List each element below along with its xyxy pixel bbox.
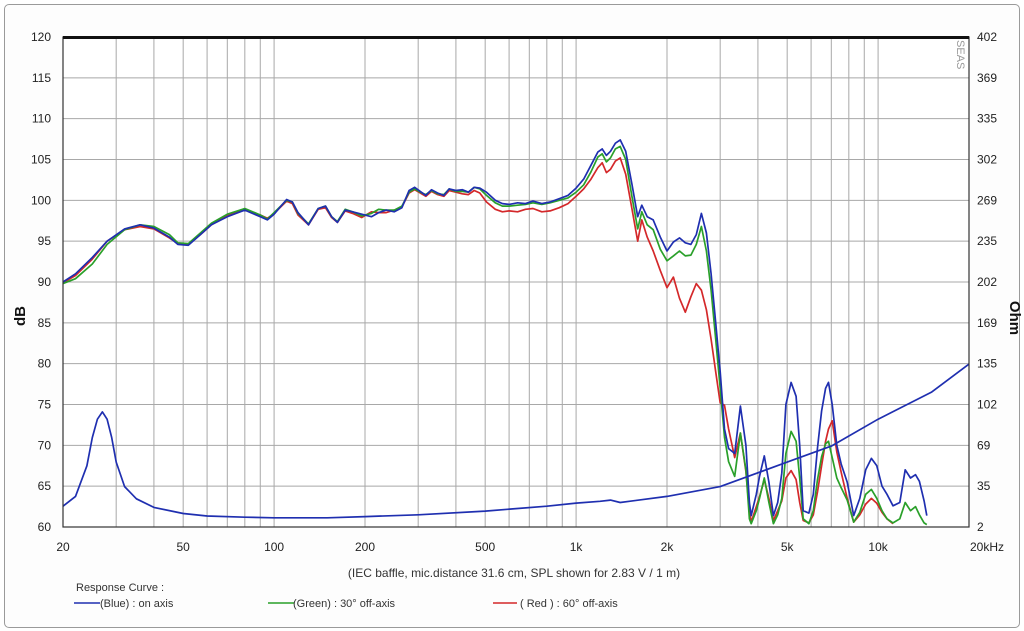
- y-tick-label: 60: [38, 520, 52, 534]
- x-tick-label: 20: [56, 540, 70, 554]
- y2-axis-title: Ohm: [1006, 301, 1023, 335]
- y-tick-label: 110: [32, 112, 51, 126]
- y2-tick-label: 169: [977, 316, 997, 330]
- x-tick-label: 5k: [781, 540, 795, 554]
- response-curve-blue: [62, 139, 928, 517]
- y-tick-label: 100: [31, 193, 51, 207]
- y2-tick-label: 402: [977, 30, 997, 44]
- y-tick-label: 90: [38, 275, 52, 289]
- y2-tick-label: 269: [977, 193, 997, 207]
- x-tick-label: 10k: [868, 540, 888, 554]
- x-tick-label: 100: [264, 540, 284, 554]
- y2-tick-label: 335: [977, 112, 997, 126]
- x-tick-label: 1k: [570, 540, 584, 554]
- x-tick-label: 2k: [661, 540, 675, 554]
- y2-tick-label: 2: [977, 520, 984, 534]
- y-tick-label: 65: [38, 479, 52, 493]
- legend-title: Response Curve :: [76, 582, 164, 594]
- y2-tick-label: 69: [977, 438, 991, 452]
- y-tick-label: 115: [32, 71, 51, 85]
- x-tick-label: 20kHz: [970, 540, 1004, 554]
- x-axis-ticks: 20 50 100 200 500 1k 2k 5k 10k 20kHz: [56, 540, 1004, 554]
- y-axis-title: dB: [12, 306, 29, 326]
- legend-entry-blue: (Blue) : on axis: [100, 598, 174, 610]
- y-tick-label: 105: [31, 153, 51, 167]
- chart-caption: (IEC baffle, mic.distance 31.6 cm, SPL s…: [348, 566, 680, 580]
- legend-entry-red: ( Red ) : 60° off-axis: [520, 598, 618, 610]
- y-tick-label: 85: [38, 316, 52, 330]
- y-axis-ticks: 60 65 70 75 80 85 90 95 100 105 110 115 120: [31, 30, 51, 534]
- y2-tick-label: 369: [977, 71, 997, 85]
- y-tick-label: 80: [38, 357, 52, 371]
- y-tick-label: 75: [38, 398, 52, 412]
- x-tick-label: 500: [475, 540, 495, 554]
- y-tick-label: 120: [31, 30, 51, 44]
- y2-tick-label: 202: [977, 275, 997, 289]
- impedance-curve: [62, 363, 970, 519]
- brand-logo: SEAS: [954, 40, 966, 69]
- series-group: [62, 139, 970, 526]
- x-tick-label: 50: [176, 540, 190, 554]
- x-tick-label: 200: [355, 540, 375, 554]
- y-tick-label: 95: [38, 234, 52, 248]
- y-tick-label: 70: [38, 438, 52, 452]
- y2-tick-label: 102: [977, 398, 997, 412]
- y2-tick-label: 235: [977, 234, 997, 248]
- y2-tick-label: 302: [977, 153, 997, 167]
- y2-tick-label: 35: [977, 479, 991, 493]
- y2-tick-label: 135: [977, 357, 997, 371]
- legend-entry-green: (Green) : 30° off-axis: [293, 598, 396, 610]
- legend: Response Curve : (Blue) : on axis (Green…: [74, 582, 618, 610]
- grid: [63, 37, 969, 527]
